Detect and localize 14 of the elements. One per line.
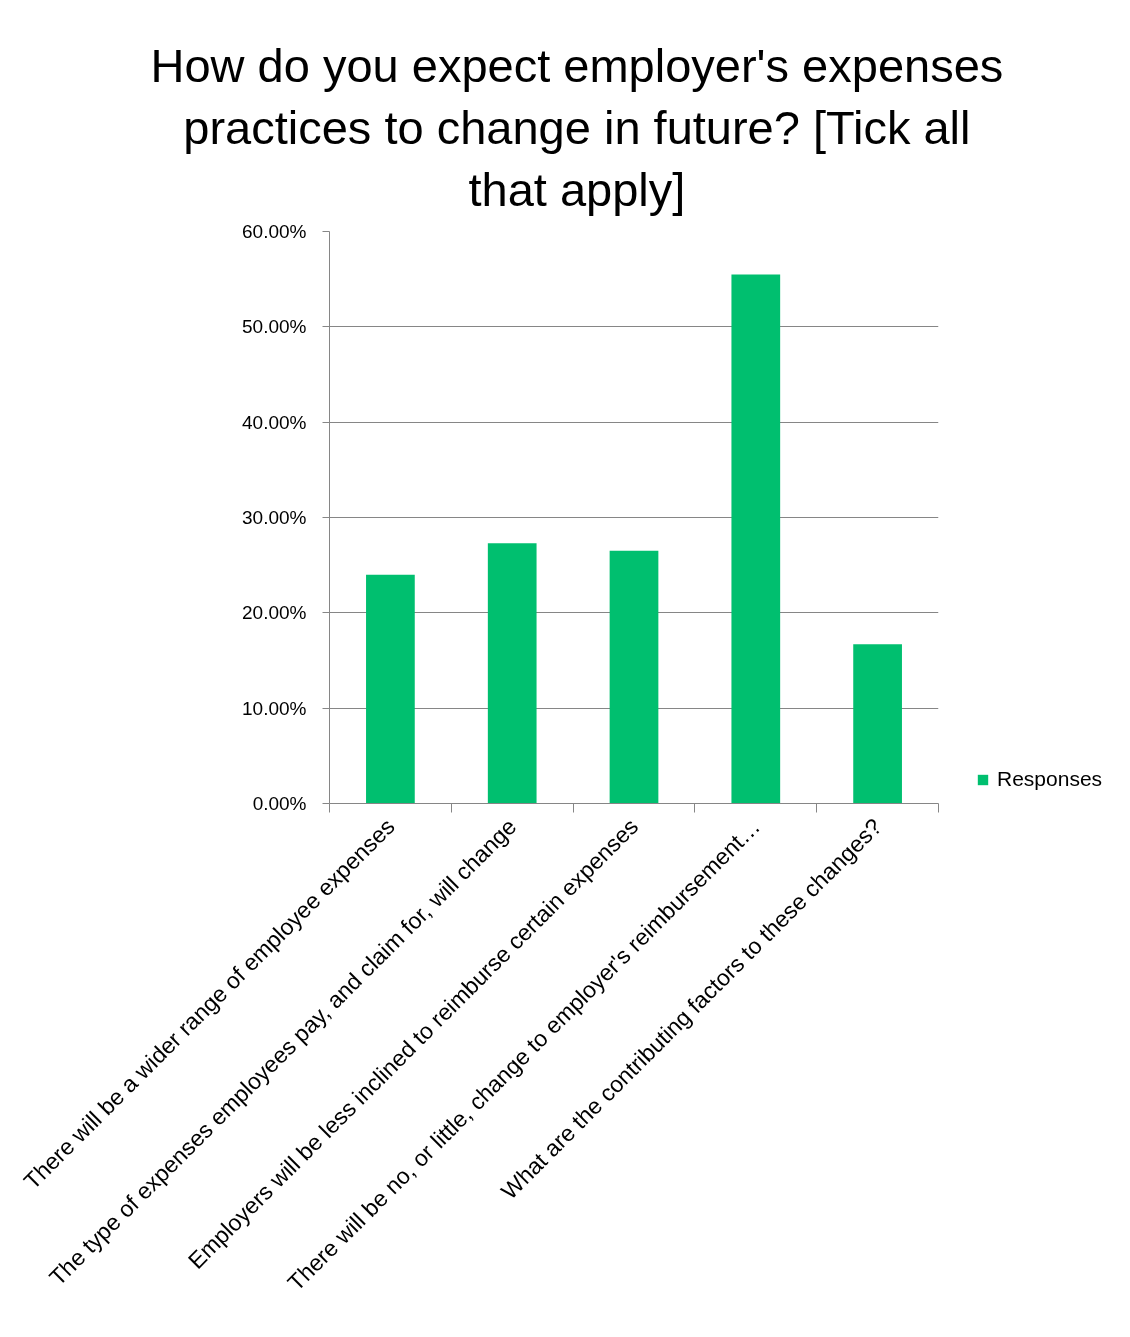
y-tick-label: 30.00%	[242, 507, 307, 528]
y-tick-label: 20.00%	[242, 602, 307, 624]
y-tick-label: 50.00%	[242, 316, 307, 338]
bar	[853, 644, 902, 804]
y-tick-label: 0.00%	[252, 793, 307, 814]
bar	[731, 274, 781, 804]
y-tick-label: 40.00%	[242, 411, 307, 433]
y-tick-label: 10.00%	[242, 697, 307, 719]
bar	[609, 550, 659, 804]
bar	[487, 543, 537, 804]
y-tick-label: 60.00%	[242, 221, 307, 242]
legend-label: Responses	[997, 767, 1103, 791]
chart-title: How do you expect employer's expenses practices to change in future? [Tick all that apply]	[150, 39, 1004, 217]
bar	[366, 574, 415, 804]
